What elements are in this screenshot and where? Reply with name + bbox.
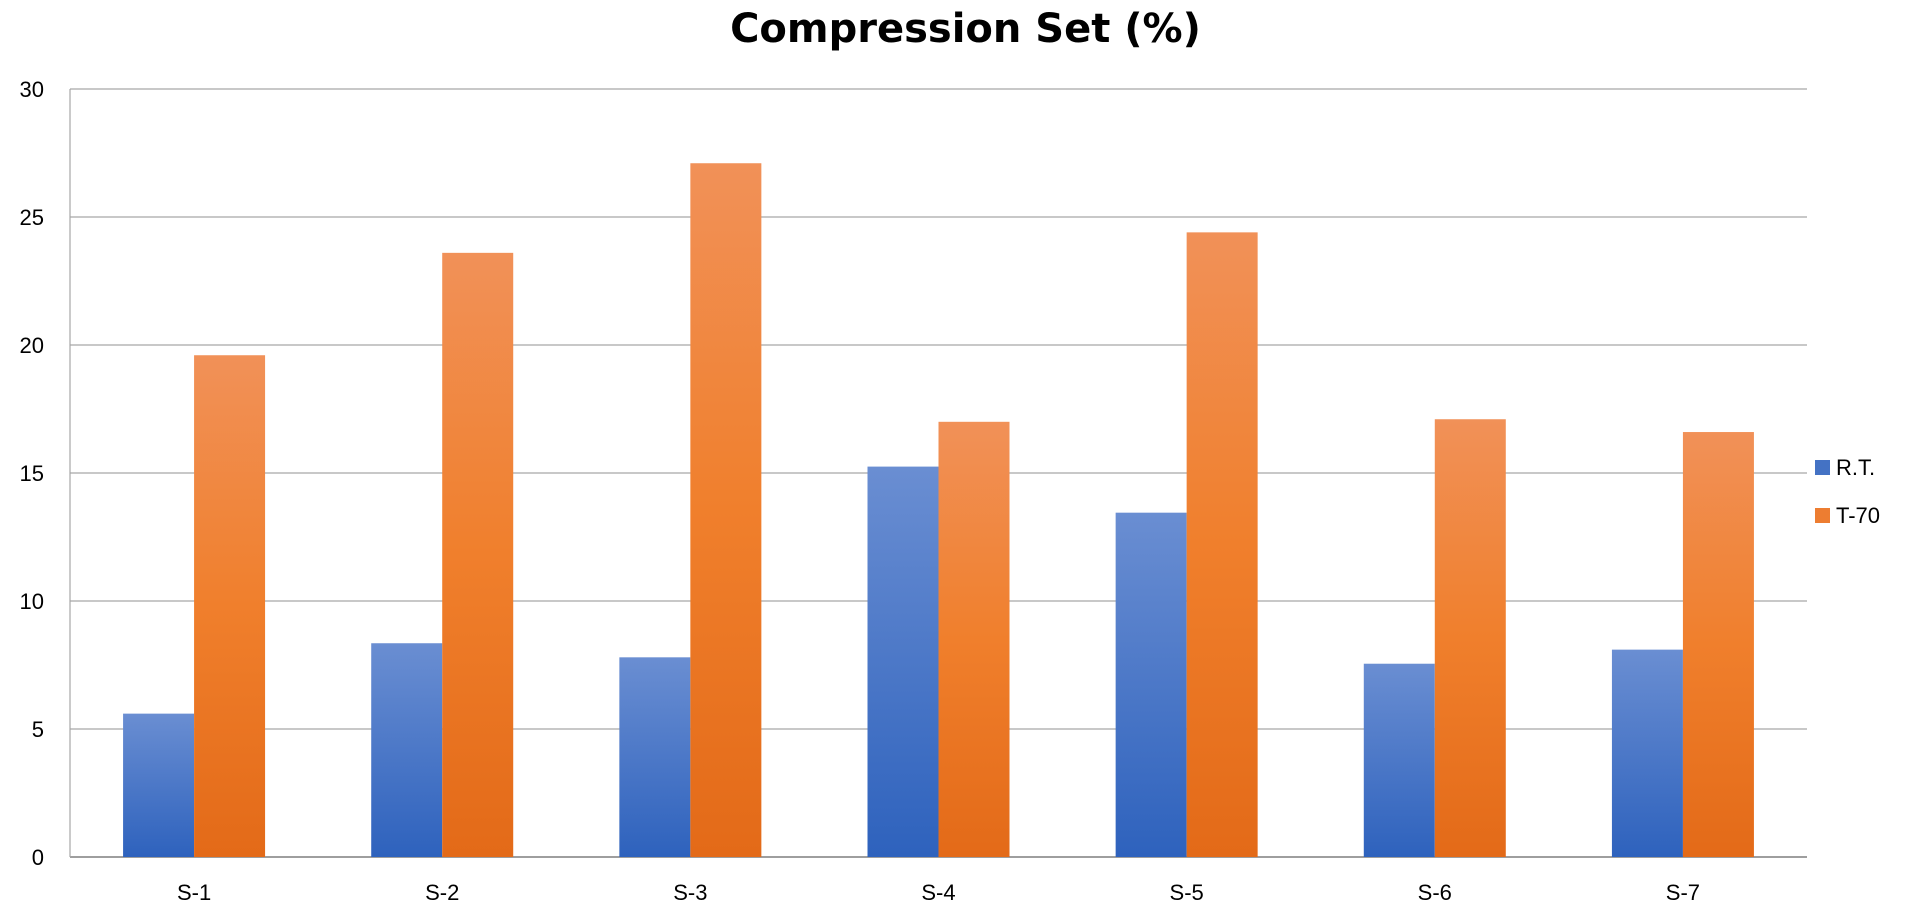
y-tick-label: 30: [20, 77, 44, 102]
x-tick-label: S-2: [425, 880, 459, 905]
y-tick-label: 10: [20, 589, 44, 614]
y-tick-label: 20: [20, 333, 44, 358]
bar-s-5-r-t: [1115, 512, 1187, 857]
x-tick-label: S-3: [673, 880, 707, 905]
chart-title: Compression Set (%): [730, 6, 1201, 52]
bars: [123, 163, 1754, 858]
bar-s-6-r-t: [1363, 663, 1435, 857]
bar-s-1-t-70: [194, 355, 266, 857]
bar-s-2-t-70: [442, 252, 514, 858]
x-tick-label: S-5: [1170, 880, 1204, 905]
bar-s-3-r-t: [619, 657, 691, 857]
bar-s-5-t-70: [1186, 232, 1258, 858]
bar-s-4-r-t: [867, 466, 939, 857]
bar-s-3-t-70: [690, 163, 762, 858]
y-tick-label: 15: [20, 461, 44, 486]
bar-s-4-t-70: [938, 421, 1010, 857]
bar-s-7-r-t: [1611, 649, 1683, 857]
x-tick-label: S-6: [1418, 880, 1452, 905]
x-tick-label: S-7: [1666, 880, 1700, 905]
legend-label: R.T.: [1836, 455, 1875, 480]
y-tick-label: 0: [32, 845, 44, 870]
x-tick-label: S-4: [921, 880, 955, 905]
bar-s-1-r-t: [123, 713, 195, 857]
legend: R.T. T-70: [1815, 455, 1880, 528]
legend-swatch: [1815, 460, 1830, 475]
legend-label: T-70: [1836, 503, 1880, 528]
y-tick-label: 25: [20, 205, 44, 230]
bar-s-6-t-70: [1434, 419, 1506, 857]
x-tick-label: S-1: [177, 880, 211, 905]
axes: 0 5 10 15 20 25 30 S-1 S-2 S-3 S-4 S-5 S-6 S-7: [20, 77, 1701, 905]
bar-s-2-r-t: [371, 643, 443, 857]
bar-s-7-t-70: [1682, 432, 1754, 857]
legend-swatch: [1815, 508, 1830, 523]
y-tick-label: 5: [32, 717, 44, 742]
